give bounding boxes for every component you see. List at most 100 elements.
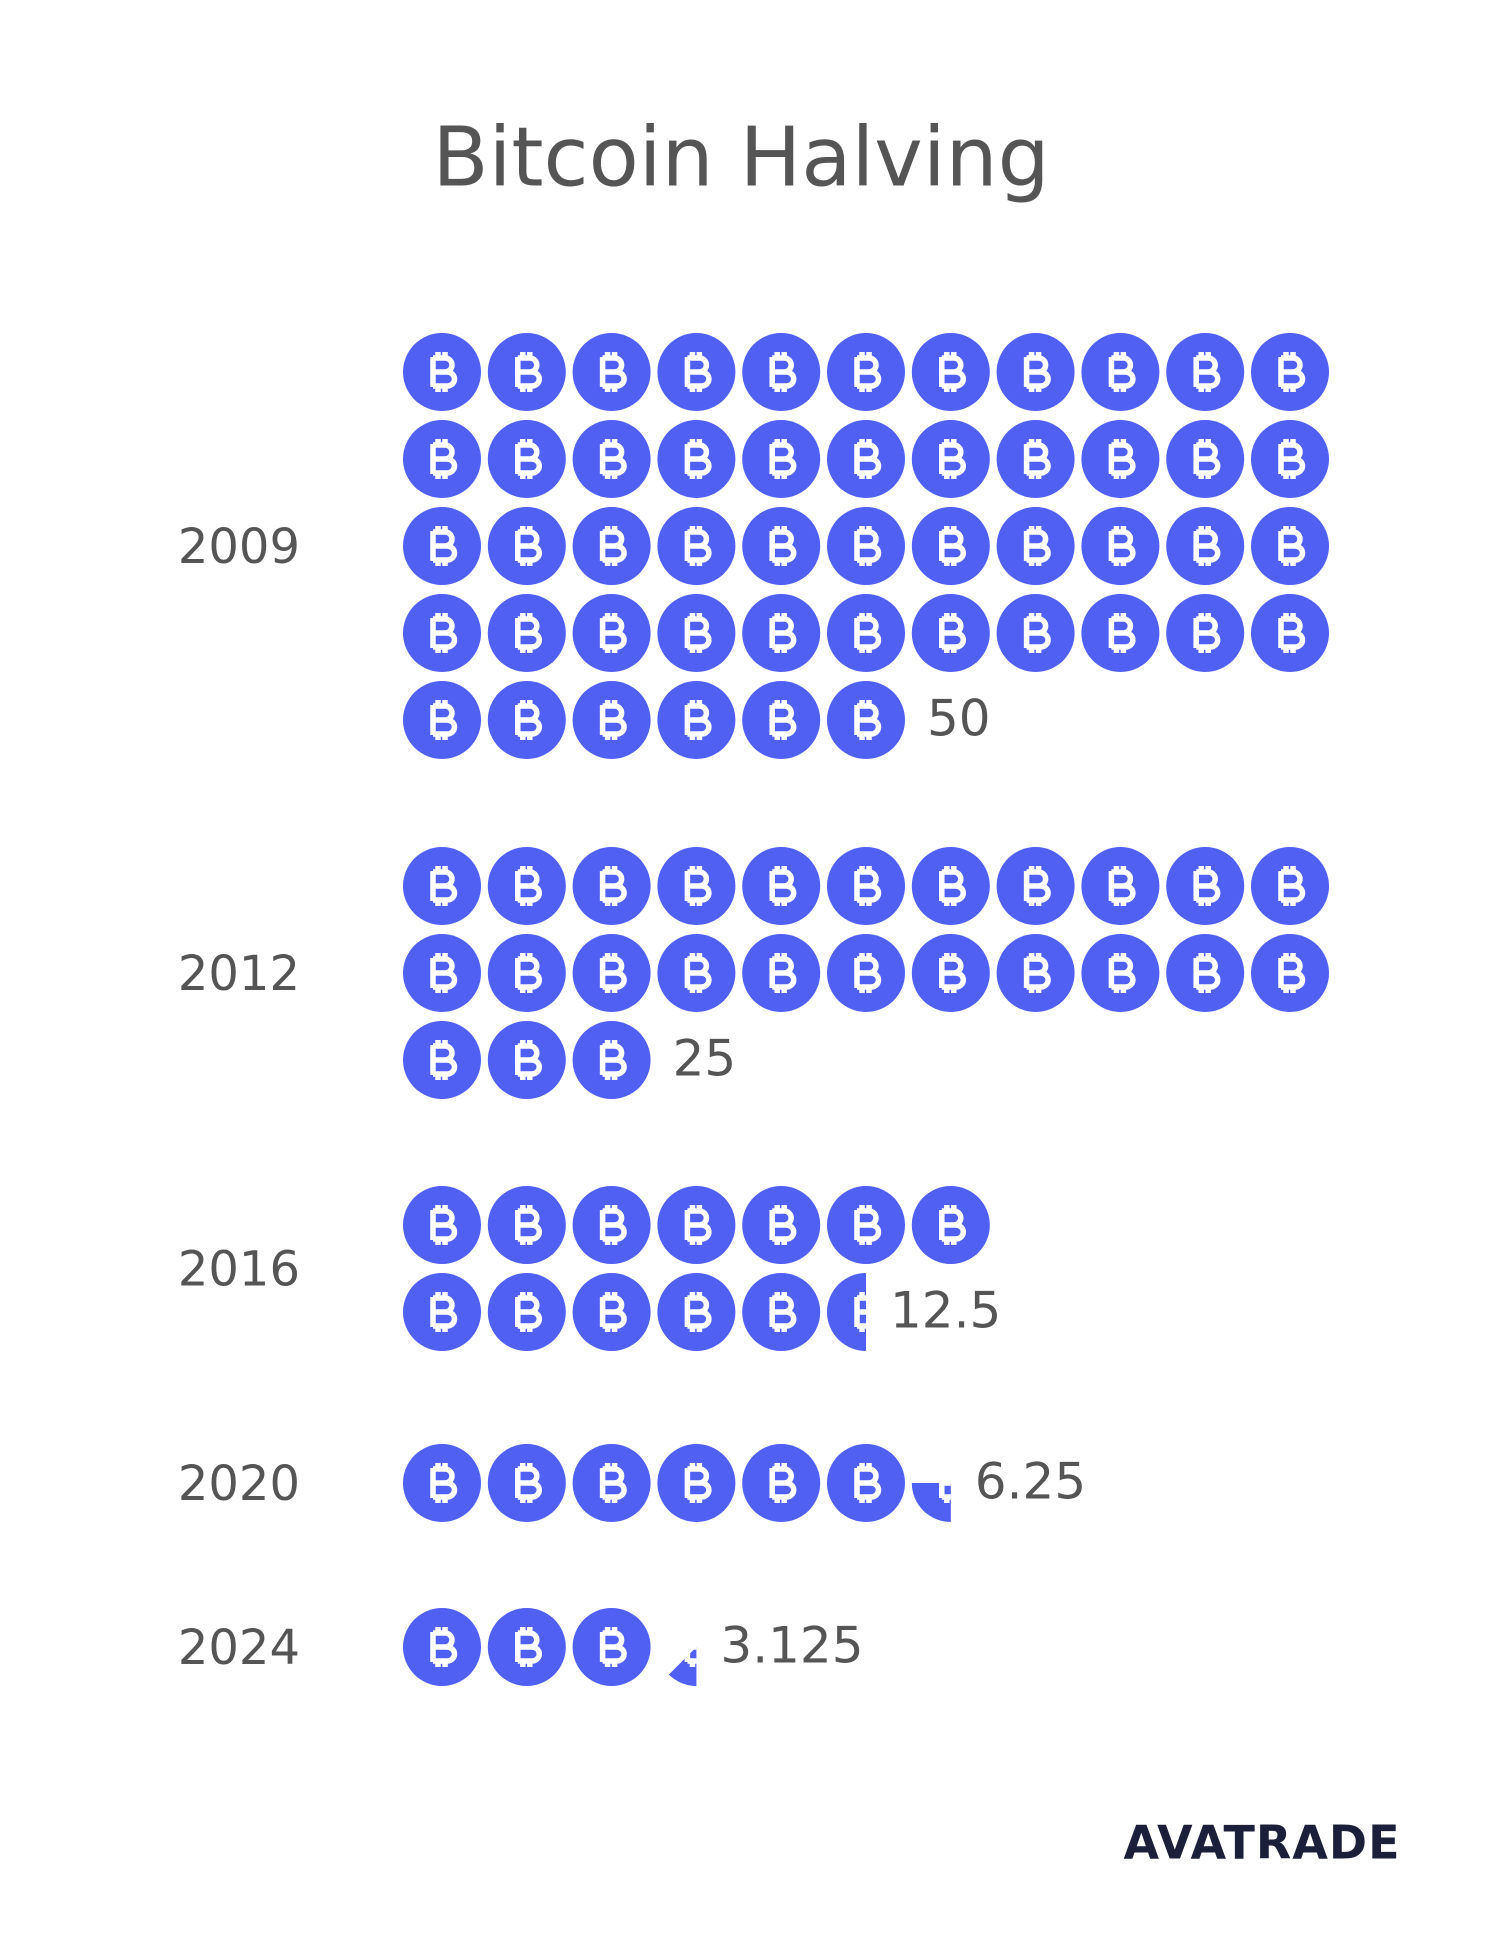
coin-symbol [772,1205,794,1245]
coin [742,681,821,759]
coin [996,333,1075,411]
coin [742,934,821,1012]
coin-symbol [857,953,879,993]
coin [487,594,566,672]
coin-symbol [772,700,794,740]
coin-symbol [433,613,455,653]
coin [657,507,736,585]
coin-symbol [1281,526,1303,566]
coin-symbol [687,1627,709,1667]
coin [403,594,481,672]
coin-symbol [1281,613,1303,653]
coin-symbol [433,526,455,566]
category-label: 2016 [178,1242,300,1298]
coin-symbol [433,1292,455,1332]
category-label: 2009 [178,519,300,575]
coin [742,333,821,411]
coin [403,1021,481,1099]
coin [911,1186,990,1264]
coin-symbol [518,953,540,993]
coin-symbol [687,439,709,479]
coin-symbol [942,526,964,566]
coin-symbol [603,1463,625,1503]
coin [1166,594,1245,672]
coin [1251,847,1329,925]
coin [403,847,481,925]
coin-symbol [942,439,964,479]
coin-symbol [1111,866,1133,906]
coin [657,333,736,411]
coin-symbol [942,953,964,993]
coin-symbol [433,953,455,993]
coin [572,1608,651,1686]
coin-symbol [603,1292,625,1332]
coin-symbol [772,1292,794,1332]
coin [487,1608,566,1686]
coin [911,847,990,925]
coin [827,1444,905,1522]
coin-body [911,1483,951,1522]
coin [403,333,481,411]
coin-symbol [687,700,709,740]
coin-symbol [433,1627,455,1667]
coin [657,1273,736,1351]
coin-symbol [1281,352,1303,392]
coin-symbol [518,352,540,392]
coin-symbol [433,1040,455,1080]
coin [996,934,1075,1012]
coin [487,507,566,585]
coin [657,420,736,498]
coin-symbol [772,866,794,906]
coin-symbol [603,1627,625,1667]
coin-symbol [433,866,455,906]
coin [827,594,905,672]
coin-symbol [687,1292,709,1332]
coin-symbol [1111,439,1133,479]
coin-symbol [687,953,709,993]
coin-symbol [772,352,794,392]
coin [827,507,905,585]
coin-symbol [942,613,964,653]
coin [572,1444,651,1522]
coin [572,847,651,925]
coin-symbol [772,613,794,653]
coin [403,934,481,1012]
value-label: 3.125 [720,1617,863,1675]
logo: AVATRADE [1124,1816,1401,1870]
coin-symbol [603,613,625,653]
coin-symbol [603,1205,625,1245]
coin-symbol [518,866,540,906]
coin-symbol [1196,439,1218,479]
coin [1251,420,1329,498]
coin-symbol [1111,526,1133,566]
coin-symbol [1027,613,1049,653]
coin-symbol [687,526,709,566]
coin-symbol [942,1463,964,1503]
coin [403,1186,481,1264]
coin-symbol [687,1205,709,1245]
chart-title: Bitcoin Halving [432,110,1049,205]
coin-symbol [433,700,455,740]
coin-symbol [857,439,879,479]
coin-symbol [1281,953,1303,993]
coin-symbol [942,1205,964,1245]
coin-symbol [433,1463,455,1503]
coin-symbol [857,700,879,740]
coin [487,1186,566,1264]
coin [403,1444,481,1522]
coin-symbol [687,613,709,653]
coin [487,420,566,498]
coin-symbol [433,1205,455,1245]
coin [827,333,905,411]
coin [572,681,651,759]
coin [657,1186,736,1264]
coin [403,1608,481,1686]
coin [572,1273,651,1351]
coin-symbol [772,953,794,993]
coin-symbol [603,953,625,993]
coin-symbol [603,700,625,740]
coin-symbol [518,700,540,740]
coin [487,1021,566,1099]
coin-symbol [1027,526,1049,566]
